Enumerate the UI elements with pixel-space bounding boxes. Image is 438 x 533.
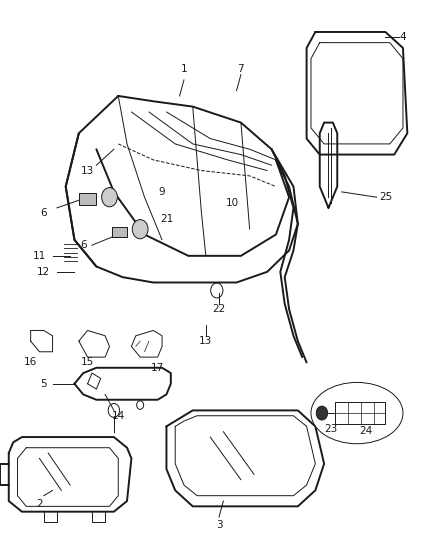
Text: 13: 13 [199, 336, 212, 346]
Text: 22: 22 [212, 304, 226, 314]
Text: 9: 9 [159, 187, 166, 197]
FancyBboxPatch shape [79, 193, 96, 205]
Text: 12: 12 [37, 267, 50, 277]
Text: 10: 10 [226, 198, 239, 207]
Text: 14: 14 [112, 411, 125, 421]
Circle shape [316, 406, 328, 420]
Text: 4: 4 [399, 33, 406, 42]
Text: 17: 17 [151, 363, 164, 373]
Text: 23: 23 [324, 424, 337, 434]
Text: 13: 13 [81, 166, 94, 175]
Circle shape [132, 220, 148, 239]
Text: 15: 15 [81, 358, 94, 367]
Text: 3: 3 [215, 520, 223, 530]
Text: 24: 24 [359, 426, 372, 435]
Text: 16: 16 [24, 358, 37, 367]
Circle shape [102, 188, 117, 207]
Text: 2: 2 [36, 499, 43, 508]
Ellipse shape [311, 383, 403, 443]
Text: 6: 6 [80, 240, 87, 250]
Text: 6: 6 [40, 208, 47, 218]
Text: 5: 5 [40, 379, 47, 389]
Text: 1: 1 [180, 64, 187, 74]
Text: 25: 25 [379, 192, 392, 202]
Text: 21: 21 [160, 214, 173, 223]
Text: 7: 7 [237, 64, 244, 74]
Text: 11: 11 [33, 251, 46, 261]
FancyBboxPatch shape [112, 227, 127, 237]
